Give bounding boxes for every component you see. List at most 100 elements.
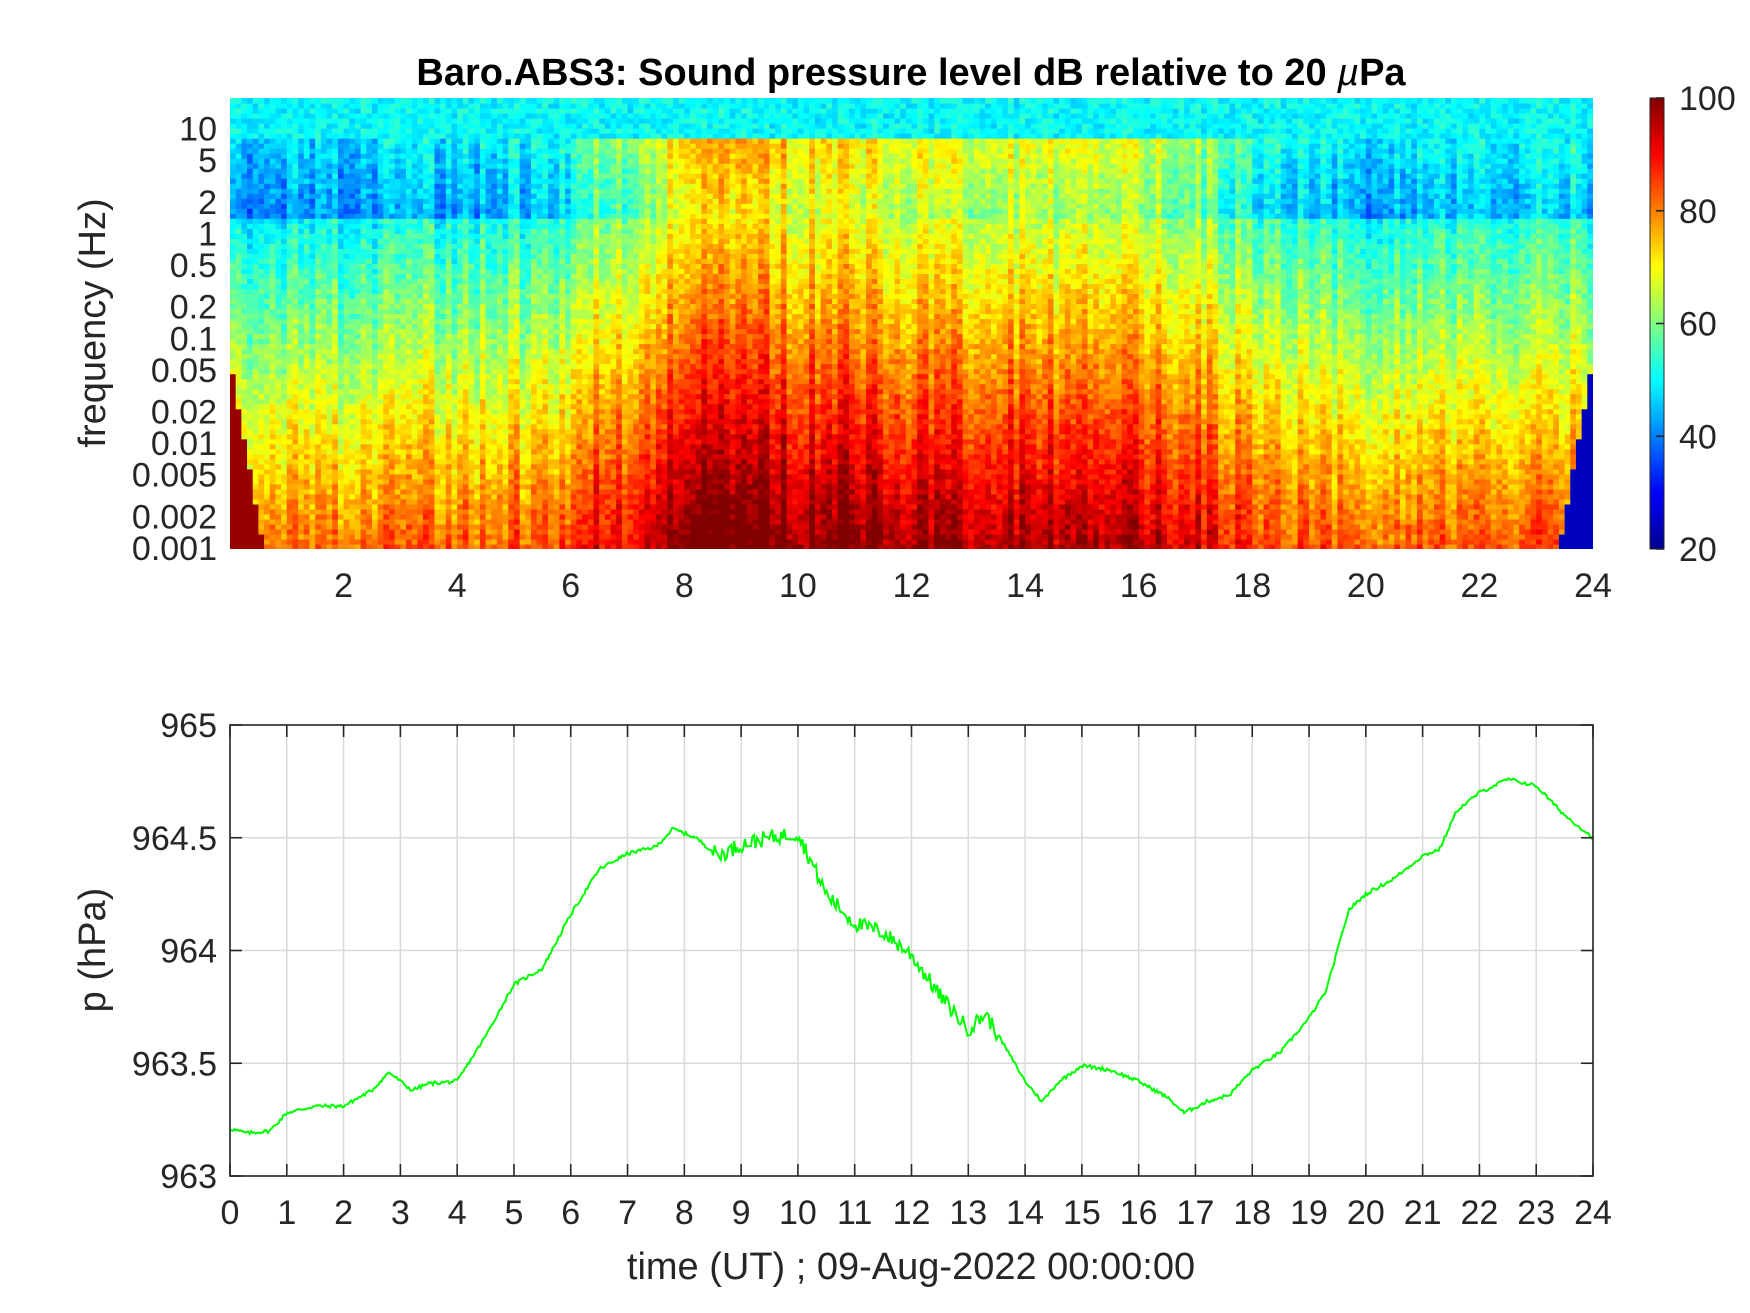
spectrogram-cell [247, 464, 253, 470]
spectrogram-cell [378, 218, 384, 224]
spectrogram-cell [514, 203, 520, 209]
spectrogram-cell [298, 168, 304, 174]
spectrogram-cell [389, 434, 395, 440]
spectrogram-cell [429, 464, 435, 470]
spectrogram-cell [508, 263, 514, 269]
spectrogram-cell [508, 349, 514, 355]
spectrogram-cell [230, 168, 236, 174]
spectrogram-cell [247, 233, 253, 239]
spectrogram-cell [287, 313, 293, 319]
spectrogram-cell [520, 489, 526, 495]
spectrogram-cell [417, 98, 423, 104]
spectrogram-cell [537, 203, 543, 209]
spectrogram-cell [241, 509, 247, 515]
spectrogram-cell [321, 329, 327, 335]
spectrogram-cell [361, 344, 367, 350]
spectrogram-cell [292, 544, 298, 550]
spectrogram-cell [372, 318, 378, 324]
spectrogram-cell [378, 98, 384, 104]
spectrogram-cell [372, 103, 378, 109]
spectrogram-cell [514, 313, 520, 319]
spectrogram-cell [378, 374, 384, 380]
spectrogram-cell [298, 288, 304, 294]
spectrogram-cell [236, 474, 242, 480]
spectrogram-cell [491, 404, 497, 410]
spectrogram-cell [310, 173, 316, 179]
spectrogram-cell [321, 349, 327, 355]
spectrogram-cell [412, 514, 418, 520]
spectrogram-cell [417, 389, 423, 395]
spectrogram-cell [383, 459, 389, 465]
spectrogram-cell [355, 153, 361, 159]
spectrogram-cell [520, 108, 526, 114]
spectrogram-cell [327, 474, 333, 480]
spectrogram-cell [281, 233, 287, 239]
spectrogram-cell [332, 273, 338, 279]
spectrogram-cell [531, 128, 537, 134]
spectrogram-cell [366, 273, 372, 279]
spectrogram-cell [332, 318, 338, 324]
spectrogram-cell [281, 499, 287, 505]
spectrogram-cell [514, 324, 520, 330]
spectrogram-cell [355, 524, 361, 530]
spectrogram-cell [480, 283, 486, 289]
spectrogram-cell [230, 273, 236, 279]
spectrogram-cell [406, 238, 412, 244]
spectrogram-cell [406, 273, 412, 279]
spectrogram-cell [497, 414, 503, 420]
spectrogram-cell [451, 283, 457, 289]
spectrogram-cell [469, 334, 475, 340]
spectrogram-cell [514, 188, 520, 194]
spectrogram-cell [537, 524, 543, 530]
spectrogram-cell [446, 273, 452, 279]
spectrogram-cell [531, 178, 537, 184]
spectrogram-cell [508, 324, 514, 330]
spectrogram-cell [531, 389, 537, 395]
spectrogram-cell [417, 293, 423, 299]
spectrogram-cell [537, 334, 543, 340]
spectrogram-cell [383, 228, 389, 234]
spectrogram-cell [463, 394, 469, 400]
spectrogram-cell [451, 524, 457, 530]
spectrogram-cell [292, 329, 298, 335]
spectrogram-cell [423, 344, 429, 350]
spectrogram-cell [395, 273, 401, 279]
spectrogram-cell [349, 168, 355, 174]
spectrogram-cell [508, 529, 514, 535]
spectrogram-cell [491, 474, 497, 480]
spectrogram-cell [486, 454, 492, 460]
spectrogram-cell [275, 439, 281, 445]
spectrogram-cell [383, 449, 389, 455]
spectrogram-cell [327, 364, 333, 370]
spectrogram-cell [451, 499, 457, 505]
spectrogram-cell [355, 494, 361, 500]
spectrogram-cell [520, 123, 526, 129]
spectrogram-cell [344, 449, 350, 455]
spectrogram-cell [230, 313, 236, 319]
spectrogram-cell [423, 359, 429, 365]
spectrogram-cell [315, 248, 321, 254]
spectrogram-cell [292, 258, 298, 264]
spectrogram-cell [406, 288, 412, 294]
spectrogram-cell [531, 444, 537, 450]
spectrogram-cell [440, 153, 446, 159]
spectrogram-cell [508, 98, 514, 104]
spectrogram-cell [310, 298, 316, 304]
spectrogram-cell [480, 173, 486, 179]
spectrogram-cell [338, 459, 344, 465]
spectrogram-cell [287, 439, 293, 445]
spectrogram-cell [542, 419, 548, 425]
spectrogram-cell [332, 253, 338, 259]
spectrogram-cell [241, 243, 247, 249]
spectrogram-cell [395, 298, 401, 304]
spectrogram-cell [270, 203, 276, 209]
spectrogram-cell [372, 459, 378, 465]
spectrogram-cell [474, 303, 480, 309]
spectrogram-cell [469, 524, 475, 530]
spectrogram-cell [264, 474, 270, 480]
spectrogram-cell [258, 524, 264, 530]
spectrogram-cell [486, 519, 492, 525]
spectrogram-cell [275, 203, 281, 209]
spectrogram-cell [417, 409, 423, 415]
spectrogram-cell [304, 414, 310, 420]
